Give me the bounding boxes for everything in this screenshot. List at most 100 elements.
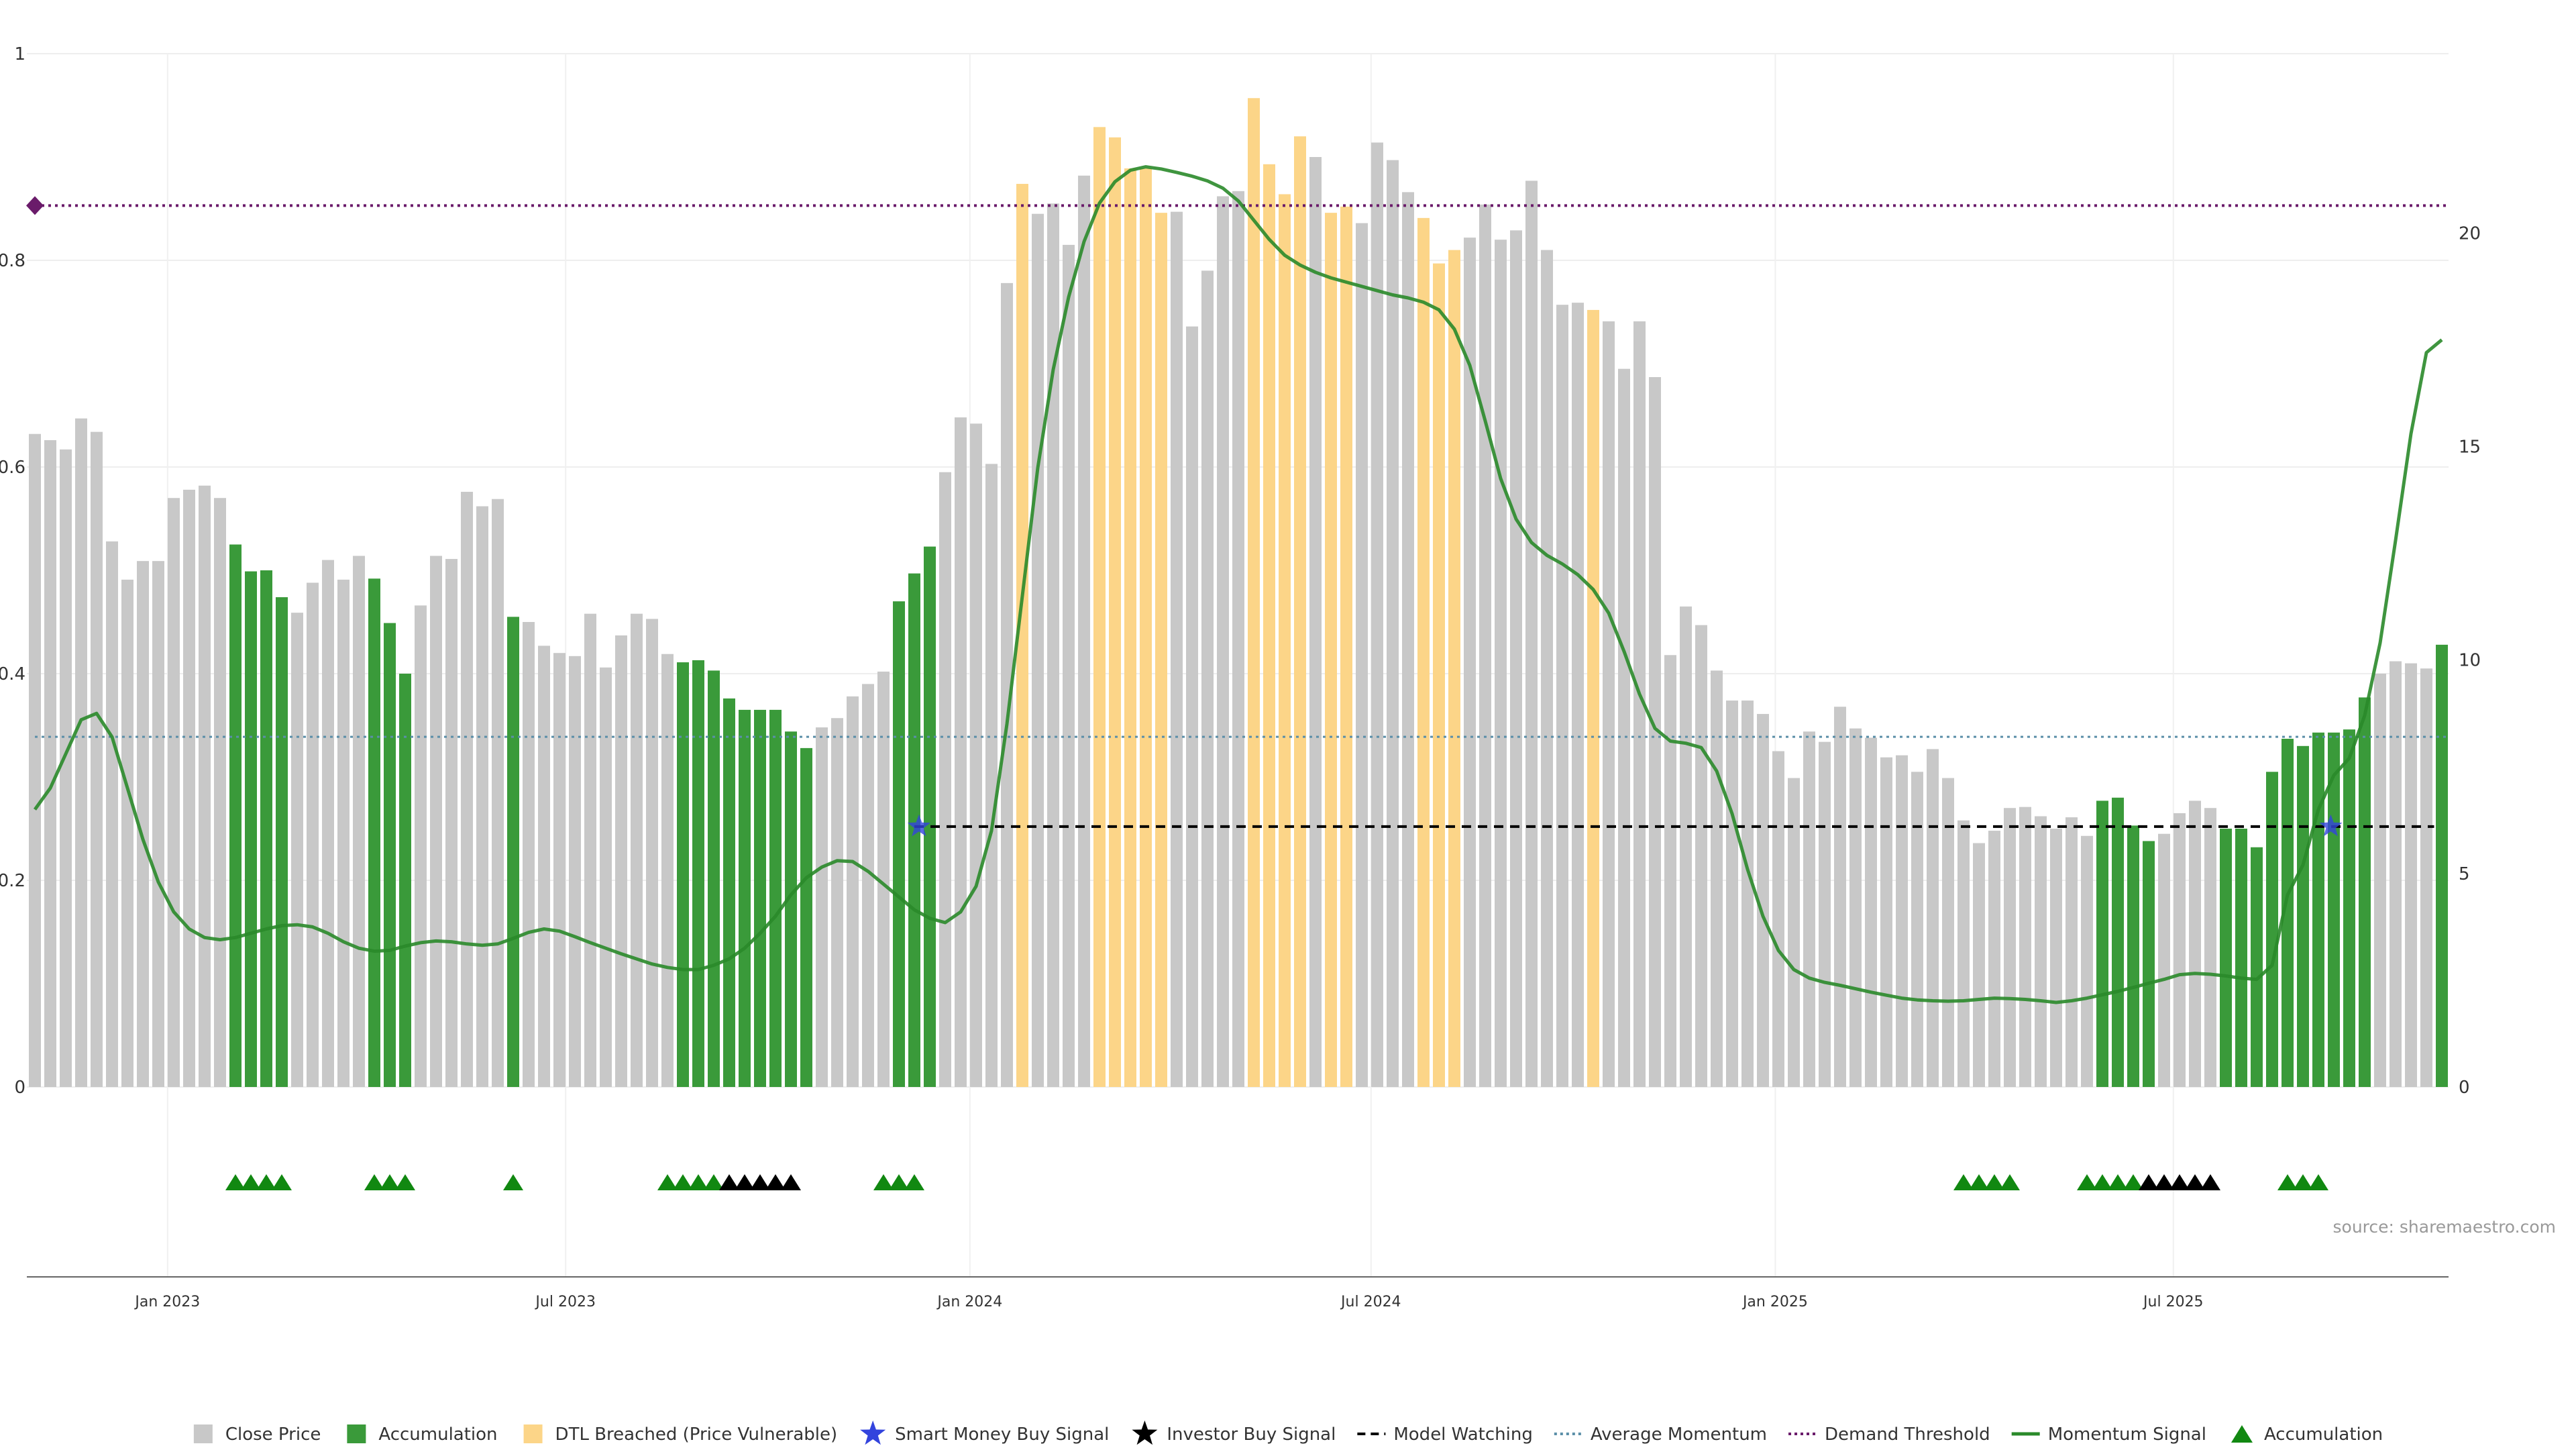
close-price-bar — [1479, 204, 1491, 1088]
accumulation-bar — [276, 597, 288, 1087]
investor-triangle — [2185, 1174, 2205, 1190]
legend: Close Price Accumulation DTL Breached (Pri… — [193, 1420, 2383, 1445]
accumulation-bar — [2359, 697, 2371, 1087]
close-price-bar — [1973, 843, 1985, 1087]
close-price-bar — [1525, 180, 1538, 1087]
close-price-bar — [2158, 833, 2170, 1087]
accumulation-triangle — [241, 1174, 261, 1190]
close-price-bar — [183, 489, 195, 1087]
x-tick-label: Jul 2023 — [534, 1294, 596, 1310]
y-left-tick-label: 0.8 — [0, 251, 25, 271]
accumulation-bar — [2112, 797, 2124, 1087]
accumulation-bar — [399, 674, 411, 1087]
accumulation-triangle — [904, 1174, 924, 1190]
legend-label: Momentum Signal — [2048, 1424, 2206, 1445]
accumulation-triangle — [395, 1174, 415, 1190]
momentum-signal-line — [33, 165, 2443, 1004]
close-price-bar — [1880, 757, 1892, 1087]
close-price-bar — [322, 560, 334, 1087]
legend-label: DTL Breached (Price Vulnerable) — [555, 1424, 838, 1445]
close-price-bar — [415, 605, 427, 1087]
y-left-tick-label: 1 — [14, 44, 25, 64]
legend-label: Model Watching — [1393, 1424, 1532, 1445]
close-price-bar — [2065, 817, 2078, 1087]
legend-swatch — [523, 1424, 543, 1443]
close-price-bar — [862, 684, 874, 1087]
close-price-bar — [1726, 701, 1738, 1087]
legend-items: Close Price Accumulation DTL Breached (Pri… — [193, 1420, 2383, 1445]
close-price-bar — [970, 423, 982, 1087]
accumulation-bar — [260, 570, 272, 1087]
close-price-bar — [1047, 203, 1059, 1087]
close-price-bar — [1680, 606, 1692, 1087]
accumulation-triangle — [2108, 1174, 2128, 1190]
accumulation-triangle — [657, 1174, 678, 1190]
close-price-bar — [2174, 813, 2186, 1087]
accumulation-triangle — [873, 1174, 894, 1190]
demand-threshold-marker — [26, 196, 44, 215]
dtl-breached-bar — [1155, 213, 1167, 1087]
dtl-breached-bar — [1294, 136, 1306, 1088]
close-price-bar — [646, 619, 658, 1087]
close-price-bar — [199, 485, 211, 1087]
accumulation-triangle — [2123, 1174, 2143, 1190]
close-price-bar — [1201, 270, 1214, 1087]
legend-swatch — [860, 1420, 886, 1445]
dtl-breached-bar — [1325, 213, 1337, 1087]
accumulation-triangle — [2293, 1174, 2313, 1190]
close-price-bar — [492, 499, 504, 1087]
legend-label: Demand Threshold — [1825, 1424, 1990, 1445]
accumulation-bar — [2297, 745, 2309, 1087]
close-price-bar — [877, 671, 890, 1087]
accumulation-triangle — [889, 1174, 909, 1190]
accumulation-triangle — [2092, 1174, 2112, 1190]
close-price-bar — [939, 472, 951, 1087]
close-price-bar — [2390, 661, 2402, 1087]
close-price-bar — [1649, 377, 1661, 1087]
close-price-bar — [2035, 816, 2047, 1087]
accumulation-triangle — [1969, 1174, 1989, 1190]
accumulation-bar — [507, 617, 519, 1087]
accumulation-bar — [2096, 800, 2108, 1087]
dtl-breached-bar — [1587, 309, 1599, 1087]
close-price-bar — [1387, 160, 1399, 1087]
accumulation-triangle — [364, 1174, 384, 1190]
close-price-bar — [2420, 668, 2432, 1087]
close-price-bar — [91, 431, 103, 1087]
accumulation-bar — [708, 670, 720, 1087]
close-price-bar — [631, 613, 643, 1087]
accumulation-bar — [723, 698, 735, 1087]
dtl-breached-bar — [1417, 217, 1430, 1087]
close-price-bar — [1171, 211, 1183, 1087]
close-price-bar — [538, 645, 550, 1087]
close-price-bar — [2050, 829, 2062, 1087]
close-price-bar — [2405, 663, 2417, 1087]
y-right-tick-label: 10 — [2459, 651, 2481, 671]
investor-triangle — [765, 1174, 786, 1190]
y-left-tick-label: 0.6 — [0, 458, 25, 478]
x-tick-label: Jan 2023 — [133, 1294, 200, 1310]
legend-swatch — [193, 1424, 213, 1443]
close-price-bar — [29, 433, 41, 1087]
accumulation-bar — [2266, 772, 2278, 1087]
y-right-tick-label: 5 — [2459, 864, 2470, 884]
close-price-bar — [106, 541, 118, 1087]
investor-triangle — [735, 1174, 755, 1190]
investor-triangle — [719, 1174, 739, 1190]
accumulation-bar — [692, 660, 704, 1087]
close-price-bar — [214, 498, 226, 1087]
close-price-bar — [2374, 674, 2386, 1087]
accumulation-triangle — [673, 1174, 693, 1190]
dtl-breached-bar — [1124, 168, 1136, 1088]
close-price-bar — [137, 561, 149, 1087]
legend-label: Close Price — [225, 1424, 321, 1445]
close-price-bar — [1711, 670, 1723, 1087]
close-price-bar — [1032, 213, 1044, 1088]
accumulation-bar — [739, 709, 751, 1087]
accumulation-triangle — [272, 1174, 292, 1190]
x-tick-label: Jul 2025 — [2142, 1294, 2204, 1310]
close-price-bar — [553, 653, 566, 1087]
close-price-bar — [445, 559, 458, 1087]
accumulation-bar — [2220, 829, 2232, 1087]
accumulation-bar — [769, 709, 782, 1087]
